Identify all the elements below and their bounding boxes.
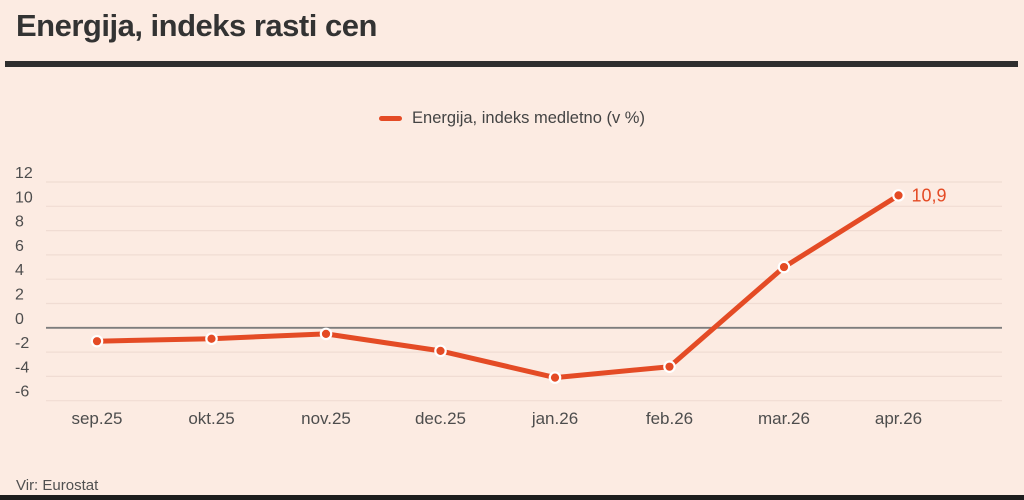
title-rule (5, 61, 1018, 67)
x-axis-tick-label: feb.26 (646, 409, 693, 428)
y-axis-tick-label: -4 (15, 359, 29, 376)
x-axis-tick-label: apr.26 (875, 409, 922, 428)
x-axis-tick-label: dec.25 (415, 409, 466, 428)
legend: Energija, indeks medletno (v %) (0, 109, 1024, 128)
y-axis-tick-label: 2 (15, 287, 24, 304)
y-axis-tick-label: -6 (15, 384, 29, 401)
x-axis-tick-label: jan.26 (531, 409, 578, 428)
page-title: Energija, indeks rasti cen (16, 8, 377, 43)
x-axis-tick-label: mar.26 (758, 409, 810, 428)
y-axis-tick-label: 0 (15, 311, 24, 328)
x-axis-tick-label: nov.25 (301, 409, 351, 428)
x-axis-tick-label: okt.25 (188, 409, 234, 428)
y-axis-tick-label: 6 (15, 238, 24, 255)
x-axis-tick-label: sep.25 (71, 409, 122, 428)
y-axis-tick-label: 10 (15, 189, 33, 206)
data-point-marker (777, 260, 791, 274)
legend-label: Energija, indeks medletno (v %) (412, 109, 645, 127)
series-line (94, 192, 901, 381)
data-point-marker (205, 332, 218, 346)
y-axis-tick-label: -2 (15, 335, 29, 352)
legend-line-marker (379, 116, 403, 121)
data-point-marker (548, 371, 562, 384)
y-axis-tick-label: 12 (15, 165, 33, 182)
data-point-marker (892, 189, 905, 202)
data-point-marker (90, 334, 104, 348)
data-point-marker (319, 327, 333, 341)
source-note: Vir: Eurostat (16, 477, 99, 494)
data-point-marker (663, 360, 676, 373)
data-point-marker (434, 344, 447, 358)
y-axis-tick-label: 4 (15, 262, 24, 279)
bottom-bar (0, 495, 1024, 500)
y-axis-tick-label: 8 (15, 214, 24, 231)
series-end-label: 10,9 (912, 185, 947, 205)
